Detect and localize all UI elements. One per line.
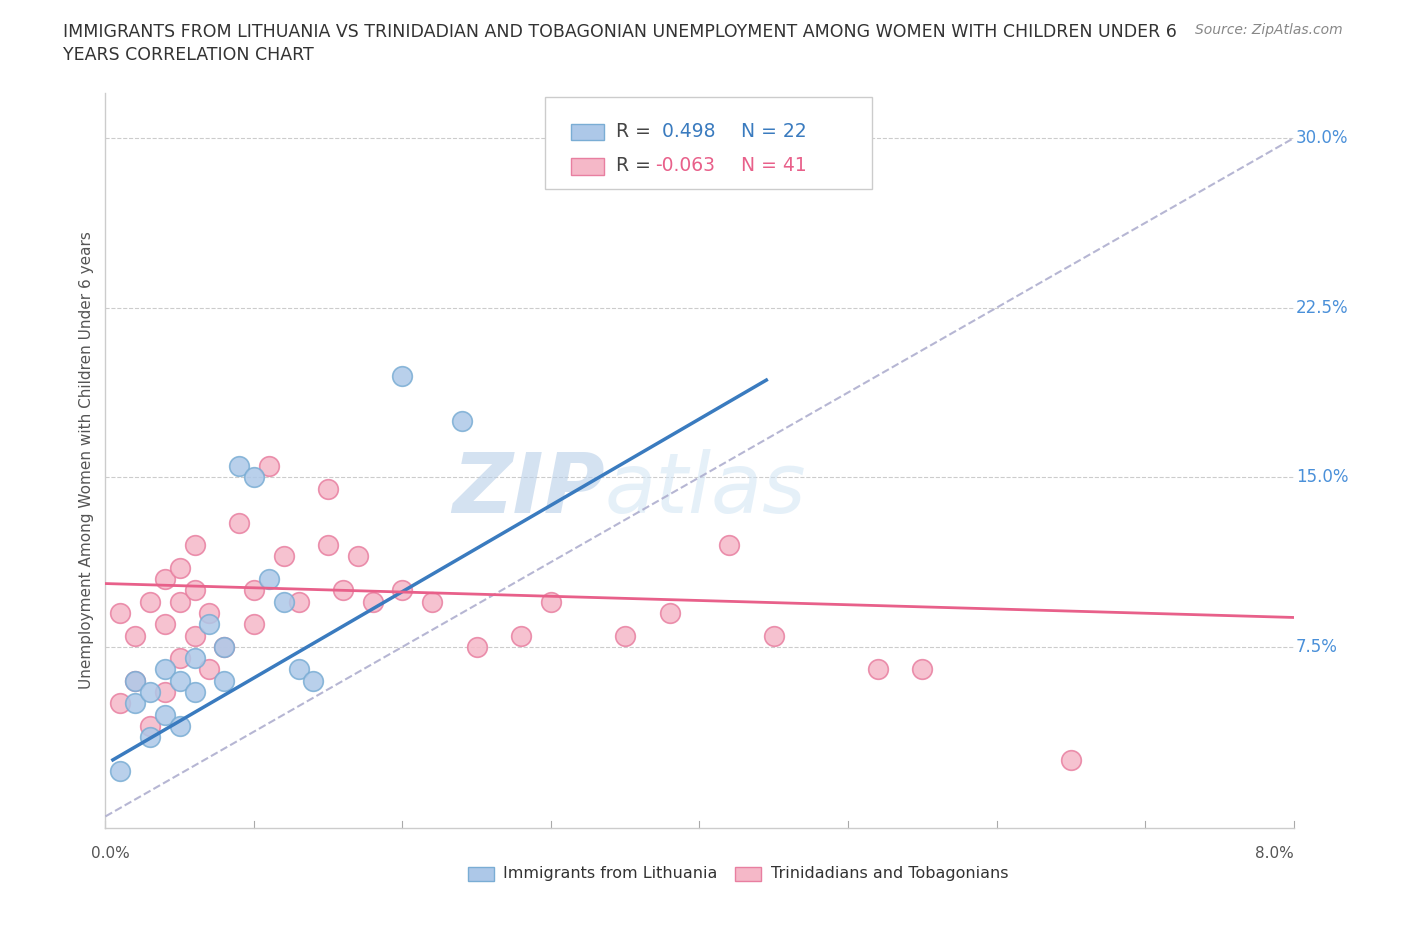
Point [316,481,339,496]
Text: ZIP: ZIP [451,449,605,530]
Text: IMMIGRANTS FROM LITHUANIA VS TRINIDADIAN AND TOBAGONIAN UNEMPLOYMENT AMONG WOMEN: IMMIGRANTS FROM LITHUANIA VS TRINIDADIAN… [63,23,1177,41]
Point [347,549,370,564]
Point [658,605,681,620]
Point [257,458,280,473]
Point [287,594,309,609]
Point [153,684,176,699]
Point [243,617,266,631]
Text: N = 22: N = 22 [741,122,807,140]
Point [139,730,162,745]
Point [361,594,384,609]
Text: Immigrants from Lithuania: Immigrants from Lithuania [503,867,718,882]
Point [257,572,280,587]
Point [124,673,146,688]
Point [183,628,205,643]
Point [1060,752,1083,767]
Point [762,628,785,643]
Point [214,640,236,655]
Point [124,696,146,711]
Text: Source: ZipAtlas.com: Source: ZipAtlas.com [1195,23,1343,37]
Point [391,368,413,383]
Point [198,662,221,677]
Point [153,707,176,722]
Point [228,515,250,530]
Text: 22.5%: 22.5% [1296,299,1348,317]
Point [718,538,741,552]
Point [169,673,191,688]
Point [510,628,533,643]
Point [465,640,488,655]
Point [243,583,266,598]
FancyBboxPatch shape [571,124,605,140]
Point [183,538,205,552]
Point [124,673,146,688]
Point [139,684,162,699]
Text: 8.0%: 8.0% [1254,846,1294,861]
Point [169,651,191,666]
Point [420,594,443,609]
Text: Trinidadians and Tobagonians: Trinidadians and Tobagonians [770,867,1008,882]
Point [302,673,325,688]
FancyBboxPatch shape [735,868,761,881]
Point [332,583,354,598]
Point [110,605,132,620]
Point [540,594,562,609]
Point [169,719,191,734]
Text: atlas: atlas [605,449,806,530]
Text: 15.0%: 15.0% [1296,469,1348,486]
Point [273,549,295,564]
Point [614,628,637,643]
Text: 0.0%: 0.0% [90,846,129,861]
Point [183,684,205,699]
Text: 30.0%: 30.0% [1296,129,1348,147]
Y-axis label: Unemployment Among Women with Children Under 6 years: Unemployment Among Women with Children U… [79,232,94,689]
Point [153,617,176,631]
Point [273,594,295,609]
Point [110,764,132,778]
Point [183,651,205,666]
Text: 7.5%: 7.5% [1296,638,1337,656]
Point [214,673,236,688]
Point [169,594,191,609]
Point [316,538,339,552]
FancyBboxPatch shape [571,158,605,175]
FancyBboxPatch shape [468,868,494,881]
Point [214,640,236,655]
Point [228,458,250,473]
Point [911,662,934,677]
FancyBboxPatch shape [546,97,872,189]
Point [866,662,889,677]
Text: 0.498: 0.498 [655,122,716,140]
Point [110,696,132,711]
Text: -0.063: -0.063 [655,156,716,176]
Point [153,572,176,587]
Point [124,628,146,643]
Point [391,583,413,598]
Point [153,662,176,677]
Point [198,605,221,620]
Point [169,560,191,575]
Point [139,594,162,609]
Point [183,583,205,598]
Point [139,719,162,734]
Point [287,662,309,677]
Text: YEARS CORRELATION CHART: YEARS CORRELATION CHART [63,46,314,64]
Text: R =: R = [616,122,657,140]
Point [450,413,472,428]
Point [243,470,266,485]
Text: R =: R = [616,156,657,176]
Point [198,617,221,631]
Text: N = 41: N = 41 [741,156,807,176]
